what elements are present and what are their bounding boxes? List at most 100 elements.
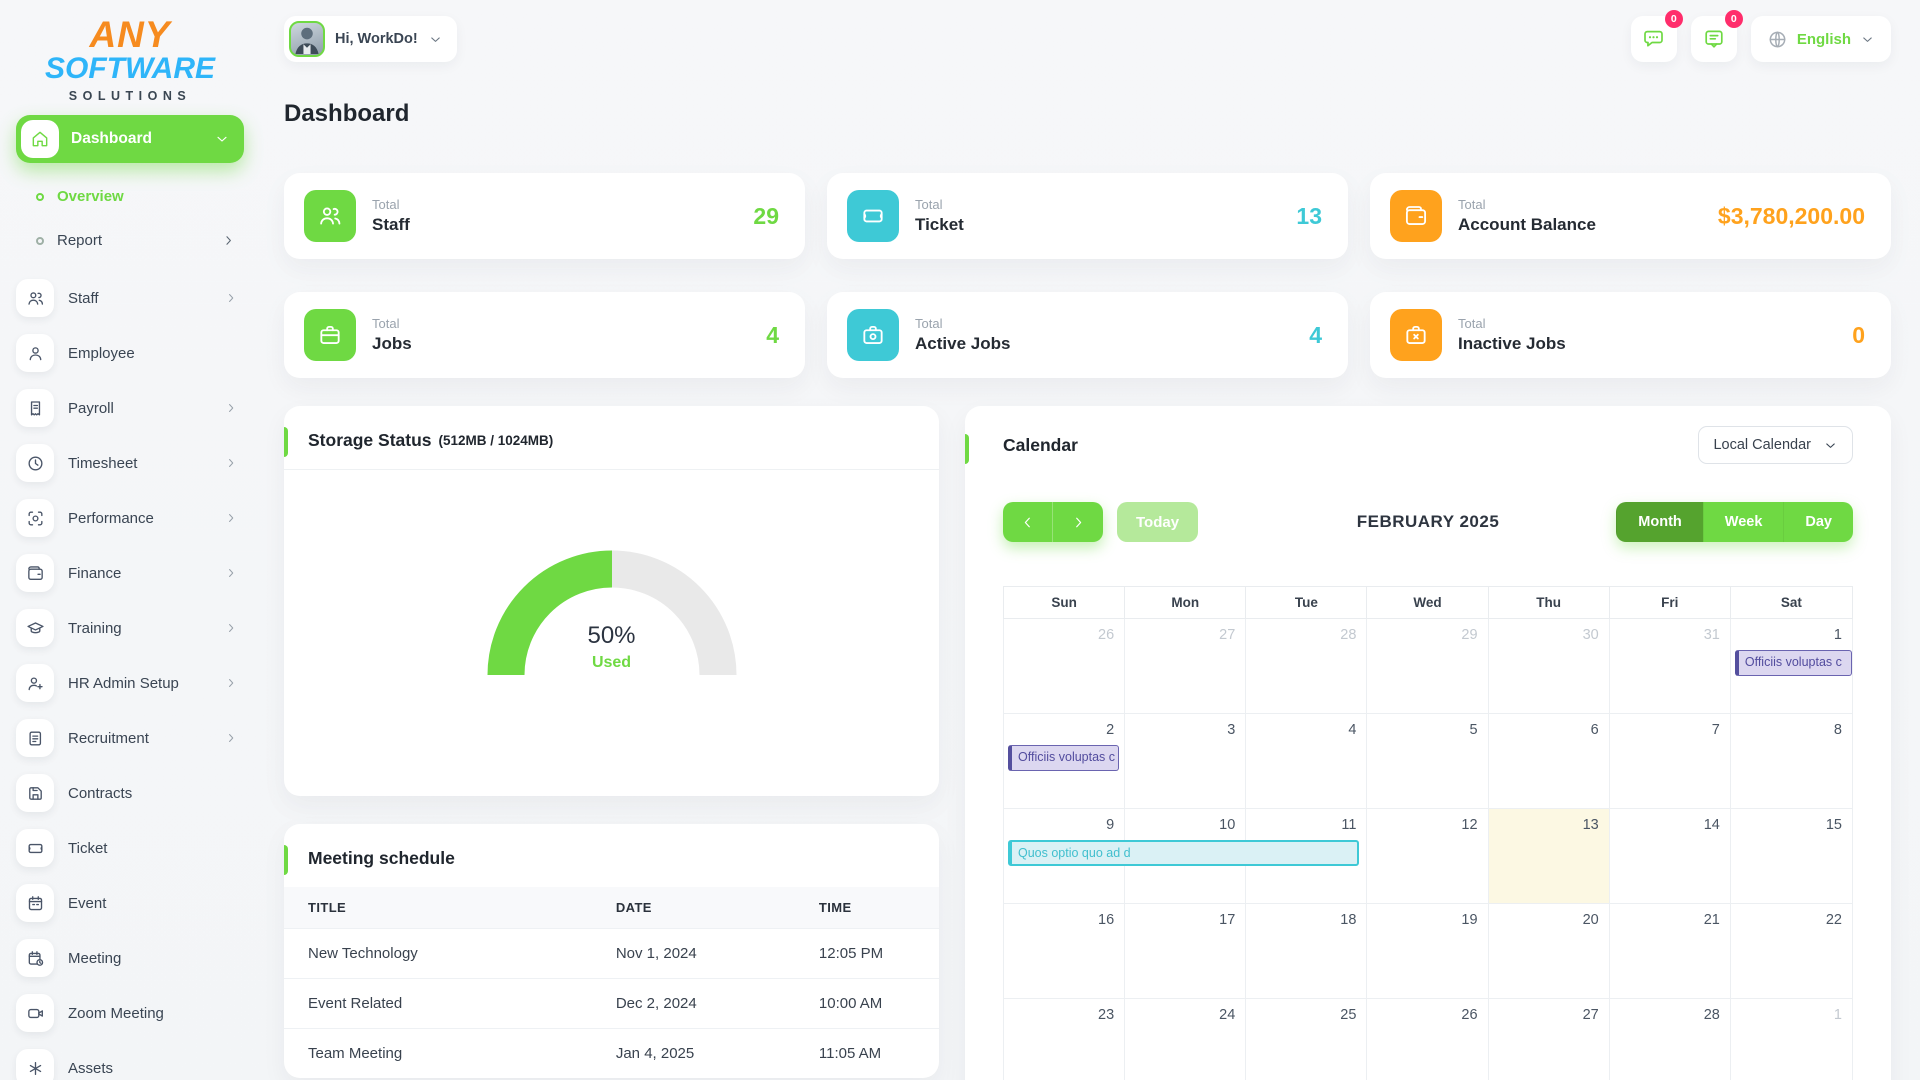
- message-notifications-button[interactable]: 0: [1690, 10, 1743, 62]
- calendar-cell-4[interactable]: 4: [1246, 714, 1368, 809]
- calendar-cell-26[interactable]: 26: [1367, 999, 1489, 1080]
- calendar-cell-18[interactable]: 18: [1246, 904, 1368, 999]
- meeting-row: New Technology Nov 1, 2024 12:05 PM: [284, 928, 939, 979]
- calendar-day-number: 23: [1098, 1007, 1115, 1023]
- calendar-cell-20[interactable]: 20: [1488, 904, 1610, 999]
- calendar-view-switcher: Month Week Day: [1616, 502, 1853, 542]
- sidebar-item-payroll[interactable]: Payroll: [14, 381, 246, 436]
- sidebar-item-zoom-meeting[interactable]: Zoom Meeting: [14, 986, 246, 1041]
- sidebar-item-timesheet[interactable]: Timesheet: [14, 436, 246, 491]
- stat-label: Account Balance: [1458, 215, 1596, 234]
- calendar-cell-15[interactable]: 15: [1730, 809, 1852, 904]
- save-icon: [16, 774, 54, 812]
- calendar-cell-24[interactable]: 24: [1125, 999, 1247, 1080]
- calendar-cell-2[interactable]: 2 Officiis voluptas c: [1004, 714, 1126, 809]
- sidebar-item-dashboard[interactable]: Dashboard: [16, 114, 244, 163]
- sidebar-item-staff[interactable]: Staff: [14, 271, 246, 326]
- meeting-col-time: TIME: [794, 887, 939, 929]
- users-icon: [16, 279, 54, 317]
- avatar: [289, 21, 325, 57]
- calendar-today-button[interactable]: Today: [1117, 502, 1199, 542]
- calendar-title: Calendar: [1003, 434, 1078, 455]
- sidebar-item-employee[interactable]: Employee: [14, 326, 246, 381]
- calendar-cell-12[interactable]: 12: [1367, 809, 1489, 904]
- calendar-cell-7[interactable]: 7: [1609, 714, 1731, 809]
- sidebar-item-hr-admin-setup[interactable]: HR Admin Setup: [14, 656, 246, 711]
- calendar-card: Calendar Local Calendar Today FEBRUARY 2…: [965, 406, 1891, 1080]
- user-menu[interactable]: Hi, WorkDo!: [284, 16, 457, 62]
- calendar-day-header-sun: Sun: [1004, 587, 1126, 618]
- calendar-toolbar: Today FEBRUARY 2025 Month Week Day: [1003, 502, 1853, 542]
- calendar-cell-30-muted[interactable]: 30: [1488, 619, 1610, 714]
- wallet-icon: [16, 554, 54, 592]
- stat-value: 0: [1852, 321, 1865, 348]
- stat-label: Inactive Jobs: [1458, 334, 1566, 353]
- chat-notifications-button[interactable]: 0: [1630, 10, 1683, 62]
- calendar-cell-17[interactable]: 17: [1125, 904, 1247, 999]
- calendar-day-header-sat: Sat: [1730, 587, 1852, 618]
- calendar-cell-22[interactable]: 22: [1730, 904, 1852, 999]
- calendar-cell-1[interactable]: 1 Officiis voluptas c: [1730, 619, 1852, 714]
- calendar-cell-27-muted[interactable]: 27: [1125, 619, 1247, 714]
- calendar-cell-26-muted[interactable]: 26: [1004, 619, 1126, 714]
- calendar-event[interactable]: Officiis voluptas c: [1008, 745, 1120, 771]
- calendar-cell-16[interactable]: 16: [1004, 904, 1126, 999]
- calendar-cell-27[interactable]: 27: [1488, 999, 1610, 1080]
- calendar-cell-23[interactable]: 23: [1004, 999, 1126, 1080]
- page-title: Dashboard: [284, 100, 410, 127]
- calendar-cell-28[interactable]: 28: [1609, 999, 1731, 1080]
- sidebar-item-finance[interactable]: Finance: [14, 546, 246, 601]
- sidebar-item-assets[interactable]: Assets: [14, 1041, 246, 1080]
- sidebar-subitem-report[interactable]: Report: [36, 219, 246, 263]
- calendar-cell-13[interactable]: 13: [1488, 809, 1610, 904]
- calendar-view-week[interactable]: Week: [1702, 502, 1784, 542]
- calendar-cell-6[interactable]: 6: [1488, 714, 1610, 809]
- calendar-cell-25[interactable]: 25: [1246, 999, 1368, 1080]
- chevron-right-icon: [1070, 514, 1087, 531]
- calendar-cell-9[interactable]: 9 Quos optio quo ad d: [1004, 809, 1360, 904]
- calendar-cell-31-muted[interactable]: 31: [1609, 619, 1731, 714]
- calendar-day-number: 27: [1219, 627, 1236, 643]
- meeting-col-title: TITLE: [284, 887, 592, 929]
- stat-value: $3,780,200.00: [1717, 202, 1865, 229]
- language-selector[interactable]: English: [1750, 16, 1891, 62]
- sidebar-item-recruitment[interactable]: Recruitment: [14, 711, 246, 766]
- chevron-right-icon: [221, 233, 236, 248]
- calendar-event[interactable]: Quos optio quo ad d: [1008, 840, 1360, 866]
- sidebar-subitem-overview[interactable]: Overview: [36, 175, 246, 219]
- calendar-clock-icon: [16, 939, 54, 977]
- calendar-day-header-mon: Mon: [1125, 587, 1247, 618]
- calendar-cell-14[interactable]: 14: [1609, 809, 1731, 904]
- sidebar-item-contracts[interactable]: Contracts: [14, 766, 246, 821]
- calendar-view-month[interactable]: Month: [1616, 502, 1703, 542]
- calendar-cell-19[interactable]: 19: [1367, 904, 1489, 999]
- meeting-row: Team Meeting Jan 4, 2025 11:05 AM: [284, 1028, 939, 1078]
- calendar-cell-21[interactable]: 21: [1609, 904, 1731, 999]
- calendar-cell-3[interactable]: 3: [1125, 714, 1247, 809]
- calendar-event[interactable]: Officiis voluptas c: [1734, 650, 1852, 676]
- calendar-next-button[interactable]: [1053, 502, 1103, 542]
- calendar-source-select[interactable]: Local Calendar: [1698, 426, 1853, 464]
- calendar-view-day[interactable]: Day: [1783, 502, 1853, 542]
- sidebar-item-meeting[interactable]: Meeting: [14, 931, 246, 986]
- calendar-cell-28-muted[interactable]: 28: [1246, 619, 1368, 714]
- brand-word-2: SOFTWARE: [45, 52, 215, 85]
- calendar-day-header-thu: Thu: [1488, 587, 1610, 618]
- sidebar-item-label: Timesheet: [68, 454, 138, 472]
- calendar-cell-8[interactable]: 8: [1730, 714, 1852, 809]
- calendar-day-number: 1: [1833, 627, 1842, 643]
- calendar-cell-5[interactable]: 5: [1367, 714, 1489, 809]
- sidebar-item-event[interactable]: Event: [14, 876, 246, 931]
- calendar-prev-button[interactable]: [1003, 502, 1053, 542]
- stat-value: 13: [1296, 202, 1322, 229]
- sidebar-item-performance[interactable]: Performance: [14, 491, 246, 546]
- sidebar-item-ticket[interactable]: Ticket: [14, 821, 246, 876]
- calendar-cell-29-muted[interactable]: 29: [1367, 619, 1489, 714]
- calendar-day-number: 17: [1219, 912, 1236, 928]
- brand-logo[interactable]: ANY SOFTWARE SOLUTIONS: [14, 10, 246, 103]
- calendar-day-number: 30: [1582, 627, 1599, 643]
- sidebar-item-training[interactable]: Training: [14, 601, 246, 656]
- accent-bar: [284, 845, 288, 875]
- meeting-schedule-title: Meeting schedule: [308, 848, 455, 868]
- calendar-cell-1-muted[interactable]: 1: [1730, 999, 1852, 1080]
